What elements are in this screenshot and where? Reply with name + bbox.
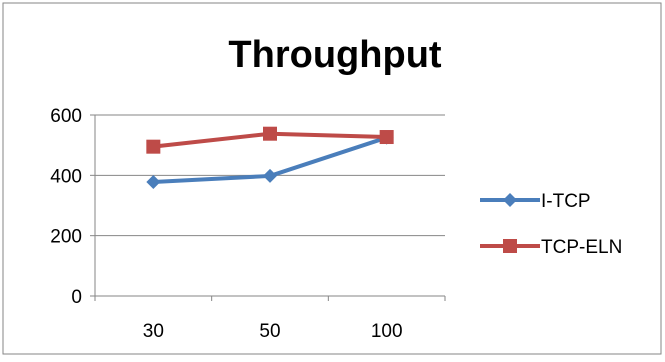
chart-title: Throughput [228, 34, 441, 76]
series-layer [146, 126, 394, 189]
x-axis-ticks: 30 50 100 [94, 296, 446, 342]
legend-item-I-TCP: I-TCP [480, 191, 591, 212]
y-tick-label-400: 400 [50, 166, 82, 187]
legend-label-I-TCP: I-TCP [541, 191, 591, 212]
x-tick-label-100: 100 [371, 321, 403, 342]
legend-marker-TCP-ELN [503, 239, 517, 253]
series-TCP-ELN [146, 126, 394, 154]
data-point-TCP-ELN-30 [146, 139, 161, 154]
legend-marker-I-TCP [503, 193, 517, 207]
y-tick-label-200: 200 [50, 227, 82, 248]
y-tick-label-600: 600 [50, 106, 82, 127]
data-point-TCP-ELN-100 [379, 130, 394, 145]
data-point-I-TCP-50 [263, 168, 277, 183]
x-tick-label-30: 30 [143, 321, 164, 342]
legend-label-TCP-ELN: TCP-ELN [541, 237, 622, 258]
y-tick-label-0: 0 [71, 287, 82, 308]
y-axis-ticks: 0 200 400 600 [50, 106, 95, 308]
data-point-TCP-ELN-50 [263, 126, 277, 141]
data-point-I-TCP-30 [146, 174, 161, 189]
legend-item-TCP-ELN: TCP-ELN [480, 237, 622, 258]
axes [94, 115, 445, 297]
legend: I-TCP TCP-ELN [480, 191, 622, 258]
x-tick-label-50: 50 [259, 321, 280, 342]
